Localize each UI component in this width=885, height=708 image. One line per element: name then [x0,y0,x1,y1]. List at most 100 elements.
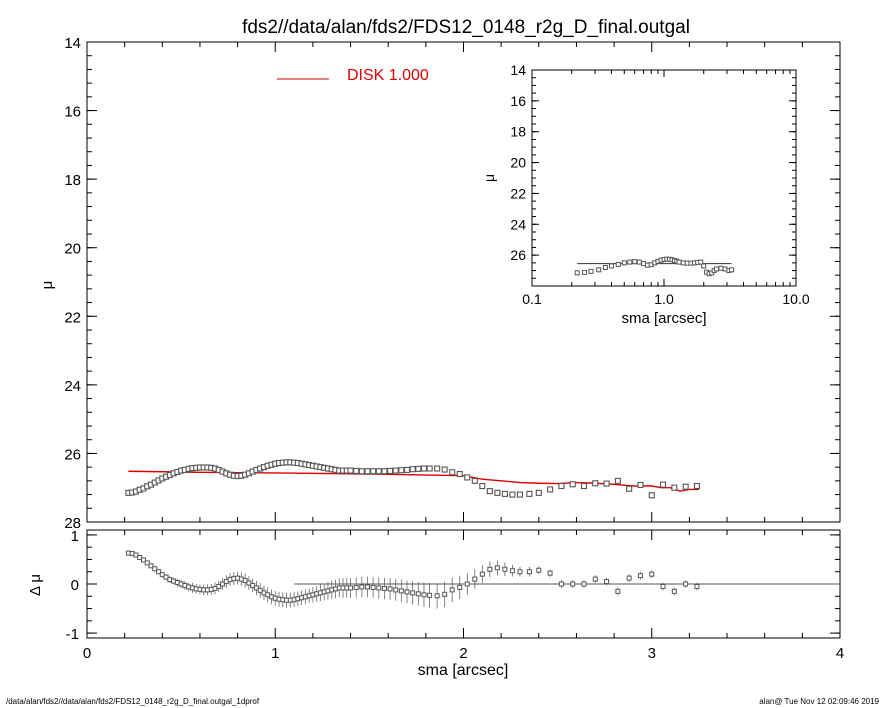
inset-data-point [718,265,724,271]
residual-data-point [615,588,621,594]
inset-data-points [574,256,735,277]
inset-data-point [574,270,580,276]
residual-x-axis: 0 1 2 3 4 [83,530,844,662]
main-data-point [375,468,382,475]
inset-data-point [615,261,621,267]
main-data-point [494,489,501,496]
residual-data-point [348,585,354,591]
residual-data-point [370,584,376,590]
residual-data-point [421,592,427,598]
residual-data-point [359,584,365,590]
inset-data-point [698,259,704,265]
residual-data-point [526,569,532,575]
residual-data-point [649,571,655,577]
residual-data-point [581,581,587,587]
main-data-point [364,468,371,475]
main-data-point [426,465,433,472]
main-x-axis [86,42,841,522]
inset-data-point [596,267,602,273]
residual-data-point [558,581,564,587]
residual-x-tick-label: 1 [271,645,279,662]
main-data-point [403,466,411,473]
inset-data-point [588,268,594,274]
residual-data-point [415,591,421,597]
residual-x-tick-label: 4 [836,645,844,662]
residual-y-tick-label: -1 [66,626,79,643]
main-data-point [682,483,689,490]
inset-y-tick-label: 18 [510,124,526,140]
disk-model-line [128,470,699,492]
residual-data-point [152,566,158,572]
main-data-points [125,459,700,499]
inset-y-tick-label: 20 [510,155,526,171]
main-y-tick-label: 28 [64,515,81,532]
inset-data-point [632,259,638,265]
main-data-point [347,467,354,474]
inset-x-tick-label: 10.0 [782,291,809,307]
residual-data-point [449,587,455,593]
inset-data-point [701,263,707,269]
main-y-tick-label: 20 [64,241,81,258]
residual-data-point [427,592,433,598]
footer-file-path: /data/alan/fds2//data/alan/fds2/FDS12_01… [6,697,260,706]
main-y-tick-label: 22 [64,309,81,326]
main-data-point [434,465,441,472]
residual-data-point [387,586,393,592]
legend: DISK 1.000 [277,67,429,84]
main-data-point [441,466,448,473]
main-y-axis: 14 16 18 20 22 24 26 28 [64,35,840,532]
residual-data-point [570,581,576,587]
residual-data-points [125,550,700,609]
inset-data-point [627,259,633,265]
main-data-point [471,477,478,484]
main-y-tick-label: 26 [64,446,81,463]
main-y-tick-label: 16 [64,104,81,121]
residual-data-point [457,584,463,590]
main-data-point [509,491,516,498]
residual-data-point [156,569,162,575]
residual-y-axis-label: Δ μ [27,574,44,596]
inset-data-point [602,264,608,270]
residual-data-point [694,583,700,589]
inset-data-point [582,269,588,275]
main-data-point [535,489,542,496]
main-y-tick-label: 24 [64,378,81,395]
residual-data-point [671,588,677,594]
residual-data-point [442,591,448,597]
inset-y-tick-label: 14 [510,62,526,78]
main-data-point [415,465,422,472]
main-data-point [614,477,621,484]
disk-model-curve [128,470,699,492]
residual-x-tick-label: 3 [648,645,656,662]
inset-data-point [676,259,682,265]
residual-data-point [494,565,500,571]
inset-y-axis-label: μ [481,174,497,182]
inset-y-axis: 14 16 18 20 22 24 26 [510,62,796,287]
residual-data-point [364,584,370,590]
main-data-point [464,474,471,481]
residual-data-point [398,588,404,594]
main-data-point [358,468,365,475]
main-data-point [420,465,428,472]
residual-data-point [604,579,610,585]
footer-user-timestamp: alan@ Tue Nov 12 02:09:46 2019 [759,697,879,706]
inset-log-panel: 14 16 18 20 22 24 26 0.1 1.0 10.0 μ sma [arcsec] [481,62,810,327]
residual-data-point [393,587,399,593]
residual-x-tick-label: 2 [459,645,467,662]
inset-x-axis: 0.1 1.0 10.0 [522,70,810,307]
main-data-point [569,481,576,488]
residual-data-point [517,569,523,575]
residual-data-point [592,576,598,582]
main-data-point [501,490,508,497]
residual-data-point [536,567,542,573]
main-data-point [353,467,360,474]
main-data-point [671,484,678,491]
residual-data-point [660,583,666,589]
legend-label: DISK 1.000 [347,67,429,84]
main-data-point [486,488,493,495]
inset-data-point [729,267,735,273]
residual-x-axis-label: sma [arcsec] [418,662,509,679]
main-data-point [479,482,486,490]
